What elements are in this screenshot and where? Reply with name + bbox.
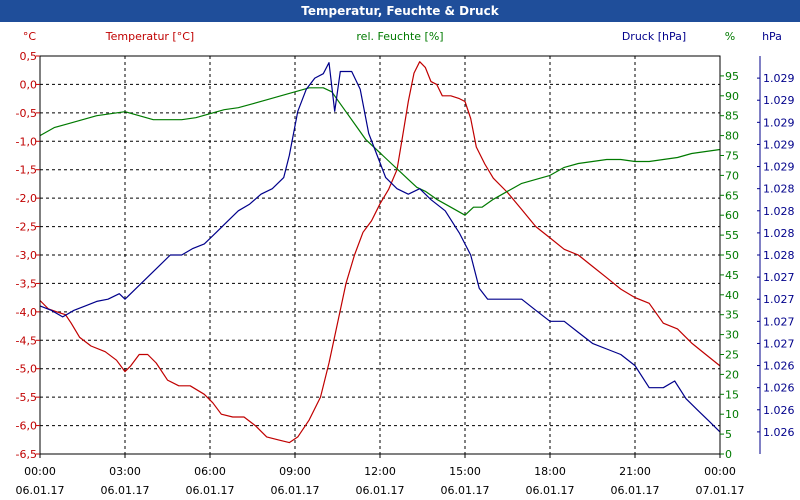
pressure-tick-label: 1.028 [763,227,795,240]
humidity-tick-label: 65 [725,189,739,202]
pressure-tick-label: 1.027 [763,293,795,306]
humidity-tick-label: 0 [725,448,732,461]
x-tick-time: 18:00 [534,465,566,478]
temperature-tick-label: -5,5 [16,391,37,404]
series-line-pressure [39,61,721,433]
chart-canvas: °C Temperatur [°C] 0,5 0,0 -0,5 -1,0 -1,5 -2,0 -… [16,30,795,497]
humidity-tick-label: 15 [725,388,739,401]
humidity-tick-label: 75 [725,150,739,163]
humidity-tick-label: 85 [725,110,739,123]
pressure-tick-label: 1.026 [763,404,795,417]
x-tick-time: 06:00 [194,465,226,478]
humidity-tick-label: 20 [725,368,739,381]
pressure-tick-label: 1.026 [763,360,795,373]
pressure-tick-label: 1.026 [763,382,795,395]
temperature-axis-unit: °C [23,30,37,43]
pressure-tick-label: 1.027 [763,271,795,284]
x-tick-time: 15:00 [449,465,481,478]
temperature-tick-label: -1,5 [16,164,37,177]
pressure-tick-label: 1.027 [763,337,795,350]
temperature-tick-label: -6,5 [16,448,37,461]
temperature-tick-label: -2,0 [16,192,37,205]
x-tick-time: 00:00 [24,465,56,478]
humidity-tick-label: 35 [725,309,739,322]
humidity-tick-label: 25 [725,349,739,362]
axes: °C Temperatur [°C] 0,5 0,0 -0,5 -1,0 -1,5 -2,0 -… [16,30,795,497]
temperature-tick-label: 0,5 [20,50,38,63]
humidity-tick-label: 95 [725,70,739,83]
humidity-tick-label: 90 [725,90,739,103]
temperature-tick-label: -1,0 [16,135,37,148]
grid [40,56,720,454]
pressure-tick-label: 1.028 [763,205,795,218]
temperature-tick-label: -3,5 [16,277,37,290]
humidity-tick-label: 55 [725,229,739,242]
plot-series [39,61,721,444]
temperature-axis-title: Temperatur [°C] [105,30,194,43]
pressure-tick-label: 1.027 [763,315,795,328]
humidity-tick-label: 40 [725,289,739,302]
x-tick-time: 21:00 [619,465,651,478]
pressure-tick-label: 1.029 [763,116,795,129]
x-tick-date: 06.01.17 [356,484,405,497]
humidity-tick-label: 10 [725,408,739,421]
pressure-tick-label: 1.029 [763,138,795,151]
humidity-tick-label: 80 [725,130,739,143]
pressure-axis-unit: hPa [762,30,782,43]
humidity-tick-label: 45 [725,269,739,282]
pressure-tick-label: 1.029 [763,72,795,85]
x-tick-date: 07.01.17 [696,484,745,497]
pressure-tick-label: 1.029 [763,161,795,174]
pressure-tick-label: 1.028 [763,249,795,262]
temperature-tick-label: -3,0 [16,249,37,262]
series-line-temperature [39,61,721,444]
temperature-tick-label: -4,5 [16,334,37,347]
humidity-tick-label: 30 [725,329,739,342]
x-tick-time: 09:00 [279,465,311,478]
pressure-tick-label: 1.026 [763,426,795,439]
humidity-tick-label: 5 [725,428,732,441]
temperature-tick-label: -2,5 [16,221,37,234]
temperature-tick-label: -5,0 [16,363,37,376]
x-tick-time: 03:00 [109,465,141,478]
humidity-tick-label: 70 [725,169,739,182]
series-line-humidity [39,87,721,216]
x-tick-date: 06.01.17 [186,484,235,497]
x-tick-date: 06.01.17 [526,484,575,497]
x-tick-date: 06.01.17 [271,484,320,497]
humidity-tick-label: 50 [725,249,739,262]
pressure-tick-label: 1.029 [763,94,795,107]
humidity-tick-label: 60 [725,209,739,222]
temperature-tick-label: -6,0 [16,420,37,433]
pressure-axis-title: Druck [hPa] [622,30,686,43]
temperature-tick-label: -0,5 [16,107,37,120]
temperature-tick-label: -4,0 [16,306,37,319]
x-tick-date: 06.01.17 [611,484,660,497]
humidity-axis-title: rel. Feuchte [%] [356,30,443,43]
x-tick-time: 00:00 [704,465,736,478]
pressure-tick-label: 1.028 [763,183,795,196]
x-tick-date: 06.01.17 [441,484,490,497]
humidity-axis-unit: % [725,30,735,43]
x-tick-time: 12:00 [364,465,396,478]
window-title: Temperatur, Feuchte & Druck [0,0,800,22]
x-tick-date: 06.01.17 [16,484,65,497]
temperature-tick-label: 0,0 [20,78,38,91]
x-tick-date: 06.01.17 [101,484,150,497]
